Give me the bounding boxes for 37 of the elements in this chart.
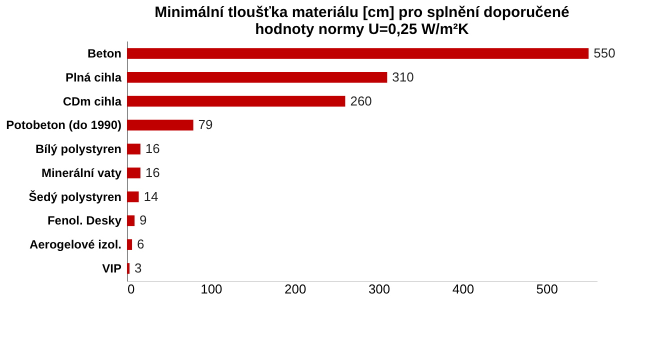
bar [127,215,135,226]
x-tick-label: 200 [284,282,306,296]
y-tick-label: VIP [102,261,122,276]
bar [127,191,139,202]
data-label: 9 [140,212,147,228]
x-tick-label: 500 [536,282,558,296]
y-tick-label: Beton [88,46,122,61]
bar [127,263,130,274]
y-tick-label: Šedý polystyren [28,190,122,204]
bar [127,144,140,154]
data-label: 260 [350,93,372,108]
data-label: 14 [144,188,158,204]
data-label: 310 [392,69,414,84]
y-tick-label: Aerogelové izol. [29,238,122,252]
x-tick-label: 0 [128,282,135,296]
bar [127,120,194,131]
bar [127,239,132,250]
x-tick-label: 300 [368,282,390,296]
x-tick-label: 400 [452,282,474,296]
y-tick-label: CDm cihla [62,94,122,108]
data-label: 16 [145,141,160,156]
bar [127,72,388,83]
y-tick-label: Plná cihla [65,70,122,84]
y-tick-label: Bílý polystyren [35,142,122,156]
bar [127,48,589,59]
y-tick-label: Fenol. Desky [47,214,122,228]
chart-title: Minimální tloušťka materiálu [cm] pro splnění doporučené hodnoty normy U=0,25 W/m²K [154,4,570,38]
y-tick-label: Minerální vaty [41,166,122,180]
data-label: 550 [594,46,616,61]
data-label: 79 [198,117,213,132]
bar [127,168,140,178]
x-tick-label: 100 [200,282,222,296]
bar [127,96,346,107]
data-label: 16 [145,164,160,180]
data-label: 6 [137,236,144,252]
y-tick-label: Potobeton (do 1990) [6,118,122,132]
data-label: 3 [134,260,142,276]
